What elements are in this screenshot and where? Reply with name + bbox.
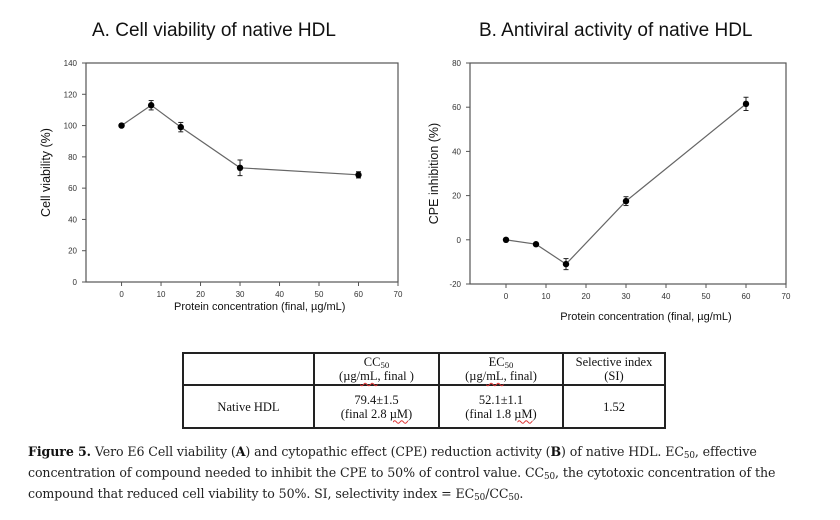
caption-text: , effective concentration of compound ne… (28, 444, 757, 480)
chart-b-ylabel: CPE inhibition (%) (427, 123, 441, 224)
ec50-unit-c: , final) (503, 369, 537, 383)
chart-a-xtick-label: 60 (354, 290, 363, 299)
chart-b-data-point (622, 197, 630, 205)
cc50-header-label: CC (363, 355, 381, 369)
caption-subscript: 50 (683, 451, 695, 461)
header-ec50: EC50 (µg/mL, final) (438, 352, 564, 386)
chart-b-xtick-label: 0 (504, 292, 509, 301)
caption-panel-a: A (235, 444, 246, 459)
caption-text: . (519, 486, 524, 501)
ec50-unit-a: (µg/ (465, 369, 487, 383)
header-selective-index: Selective index (SI) (562, 352, 666, 386)
results-table: CC50 (µg/mL, final ) EC50 (µg/mL, final)… (182, 352, 666, 429)
chart-a-ytick-label: 140 (64, 59, 78, 68)
chart-b-data-point (562, 260, 570, 268)
chart-a-data-point (147, 102, 155, 109)
chart-a-xtick-label: 0 (119, 290, 124, 299)
chart-b-frame (469, 62, 787, 285)
cc50-unit-c: , final ) (377, 369, 414, 383)
chart-b-xtick-label: 40 (662, 292, 671, 301)
chart-a-data-point (118, 122, 125, 129)
chart-b-xtick-label: 30 (622, 292, 631, 301)
chart-b-ytick-label: -20 (449, 280, 461, 289)
caption-text: ) and cytopathic effect (CPE) reduction … (245, 444, 551, 459)
caption-text: , the cytotoxic concentration of the com… (28, 465, 776, 501)
table-row: Native HDL 79.4±1.5 (final 2.8 µM) 52.1±… (182, 384, 666, 429)
table-header-row: CC50 (µg/mL, final ) EC50 (µg/mL, final)… (182, 352, 666, 386)
cc50-molar-c: ) (408, 406, 413, 421)
chart-a-ytick-label: 0 (73, 278, 78, 287)
chart-b-ytick-label: 40 (452, 147, 461, 156)
chart-a-ytick-label: 120 (64, 90, 78, 99)
chart-a-ytick-label: 60 (68, 184, 77, 193)
chart-b-ytick-label: 0 (457, 236, 462, 245)
chart-a-data-point (177, 123, 184, 131)
ec50-molar-c: ) (532, 406, 537, 421)
chart-a-ytick-label: 40 (68, 215, 77, 224)
caption-label: Figure 5. (28, 444, 91, 459)
ec50-value: 52.1±1.1 (478, 392, 524, 407)
chart-b-ytick-label: 20 (452, 192, 461, 201)
caption-subscript: 50 (508, 493, 520, 503)
si-header-abbrev: (SI) (604, 369, 624, 383)
caption-subscript: 50 (544, 472, 556, 482)
chart-a-data-point (236, 164, 244, 172)
chart-b-xtick-label: 60 (742, 292, 751, 301)
chart-b-xtick-label: 10 (542, 292, 551, 301)
chart-a-ytick-label: 20 (68, 247, 77, 256)
chart-a-ytick-label: 100 (64, 122, 78, 131)
ec50-unit-b: mL (486, 369, 504, 383)
chart-a-title: A. Cell viability of native HDL (92, 20, 336, 41)
chart-a-ytick-label: 80 (68, 153, 77, 162)
figure-caption: Figure 5. Vero E6 Cell viability (A) and… (28, 441, 818, 504)
ec50-value-cell: 52.1±1.1 (final 1.8 µM) (438, 384, 564, 429)
cc50-header-sub: 50 (380, 360, 390, 370)
header-cc50: CC50 (µg/mL, final ) (313, 352, 440, 386)
chart-b-series-line (505, 103, 747, 265)
chart-a-data-point (355, 171, 362, 179)
caption-text: Vero E6 Cell viability ( (90, 444, 236, 459)
ec50-header-label: EC (488, 355, 505, 369)
caption-text: ) of native HDL. EC (561, 444, 684, 459)
chart-b-title: B. Antiviral activity of native HDL (479, 20, 753, 41)
chart-b-data-point (502, 236, 510, 243)
cc50-value-cell: 79.4±1.5 (final 2.8 µM) (313, 384, 440, 429)
chart-a-xtick-label: 50 (315, 290, 324, 299)
cc50-unit-a: (µg/ (339, 369, 361, 383)
ec50-molar-a: (final 1.8 (465, 406, 515, 421)
cc50-unit-b: mL (360, 369, 378, 383)
chart-a-frame (85, 62, 399, 283)
chart-b-ytick-label: 80 (452, 59, 461, 68)
chart-a-xtick-label: 20 (196, 290, 205, 299)
chart-b-data-point (532, 241, 540, 248)
chart-b-xtick-label: 70 (782, 292, 791, 301)
chart-a-xtick-label: 10 (157, 290, 166, 299)
si-value: 1.52 (562, 384, 666, 429)
chart-b-xtick-label: 50 (702, 292, 711, 301)
ec50-header-sub: 50 (504, 360, 514, 370)
chart-a-xlabel: Protein concentration (final, µg/mL) (174, 301, 345, 313)
header-empty-cell (182, 352, 315, 386)
cc50-molar-unit: µM (389, 406, 409, 421)
chart-a-xtick-label: 70 (394, 290, 403, 299)
si-header-label: Selective index (575, 355, 653, 369)
chart-a-xtick-label: 40 (275, 290, 284, 299)
chart-a-xtick-label: 30 (236, 290, 245, 299)
caption-subscript: 50 (474, 493, 486, 503)
chart-a-ylabel: Cell viability (%) (39, 128, 53, 217)
caption-panel-b: B (550, 444, 562, 459)
ec50-molar-unit: µM (514, 406, 533, 421)
chart-b-xlabel: Protein concentration (final, µg/mL) (560, 311, 731, 323)
caption-text: /CC (485, 486, 509, 501)
chart-b-data-point (742, 100, 750, 108)
cc50-molar-a: (final 2.8 (340, 406, 390, 421)
row-label: Native HDL (182, 384, 315, 429)
cc50-value: 79.4±1.5 (354, 392, 399, 407)
chart-b-ytick-label: 60 (452, 103, 461, 112)
chart-b-xtick-label: 20 (582, 292, 591, 301)
charts-canvas: 0 10 20 30 40 50 60 70020406080100120140Protein… (39, 59, 791, 323)
